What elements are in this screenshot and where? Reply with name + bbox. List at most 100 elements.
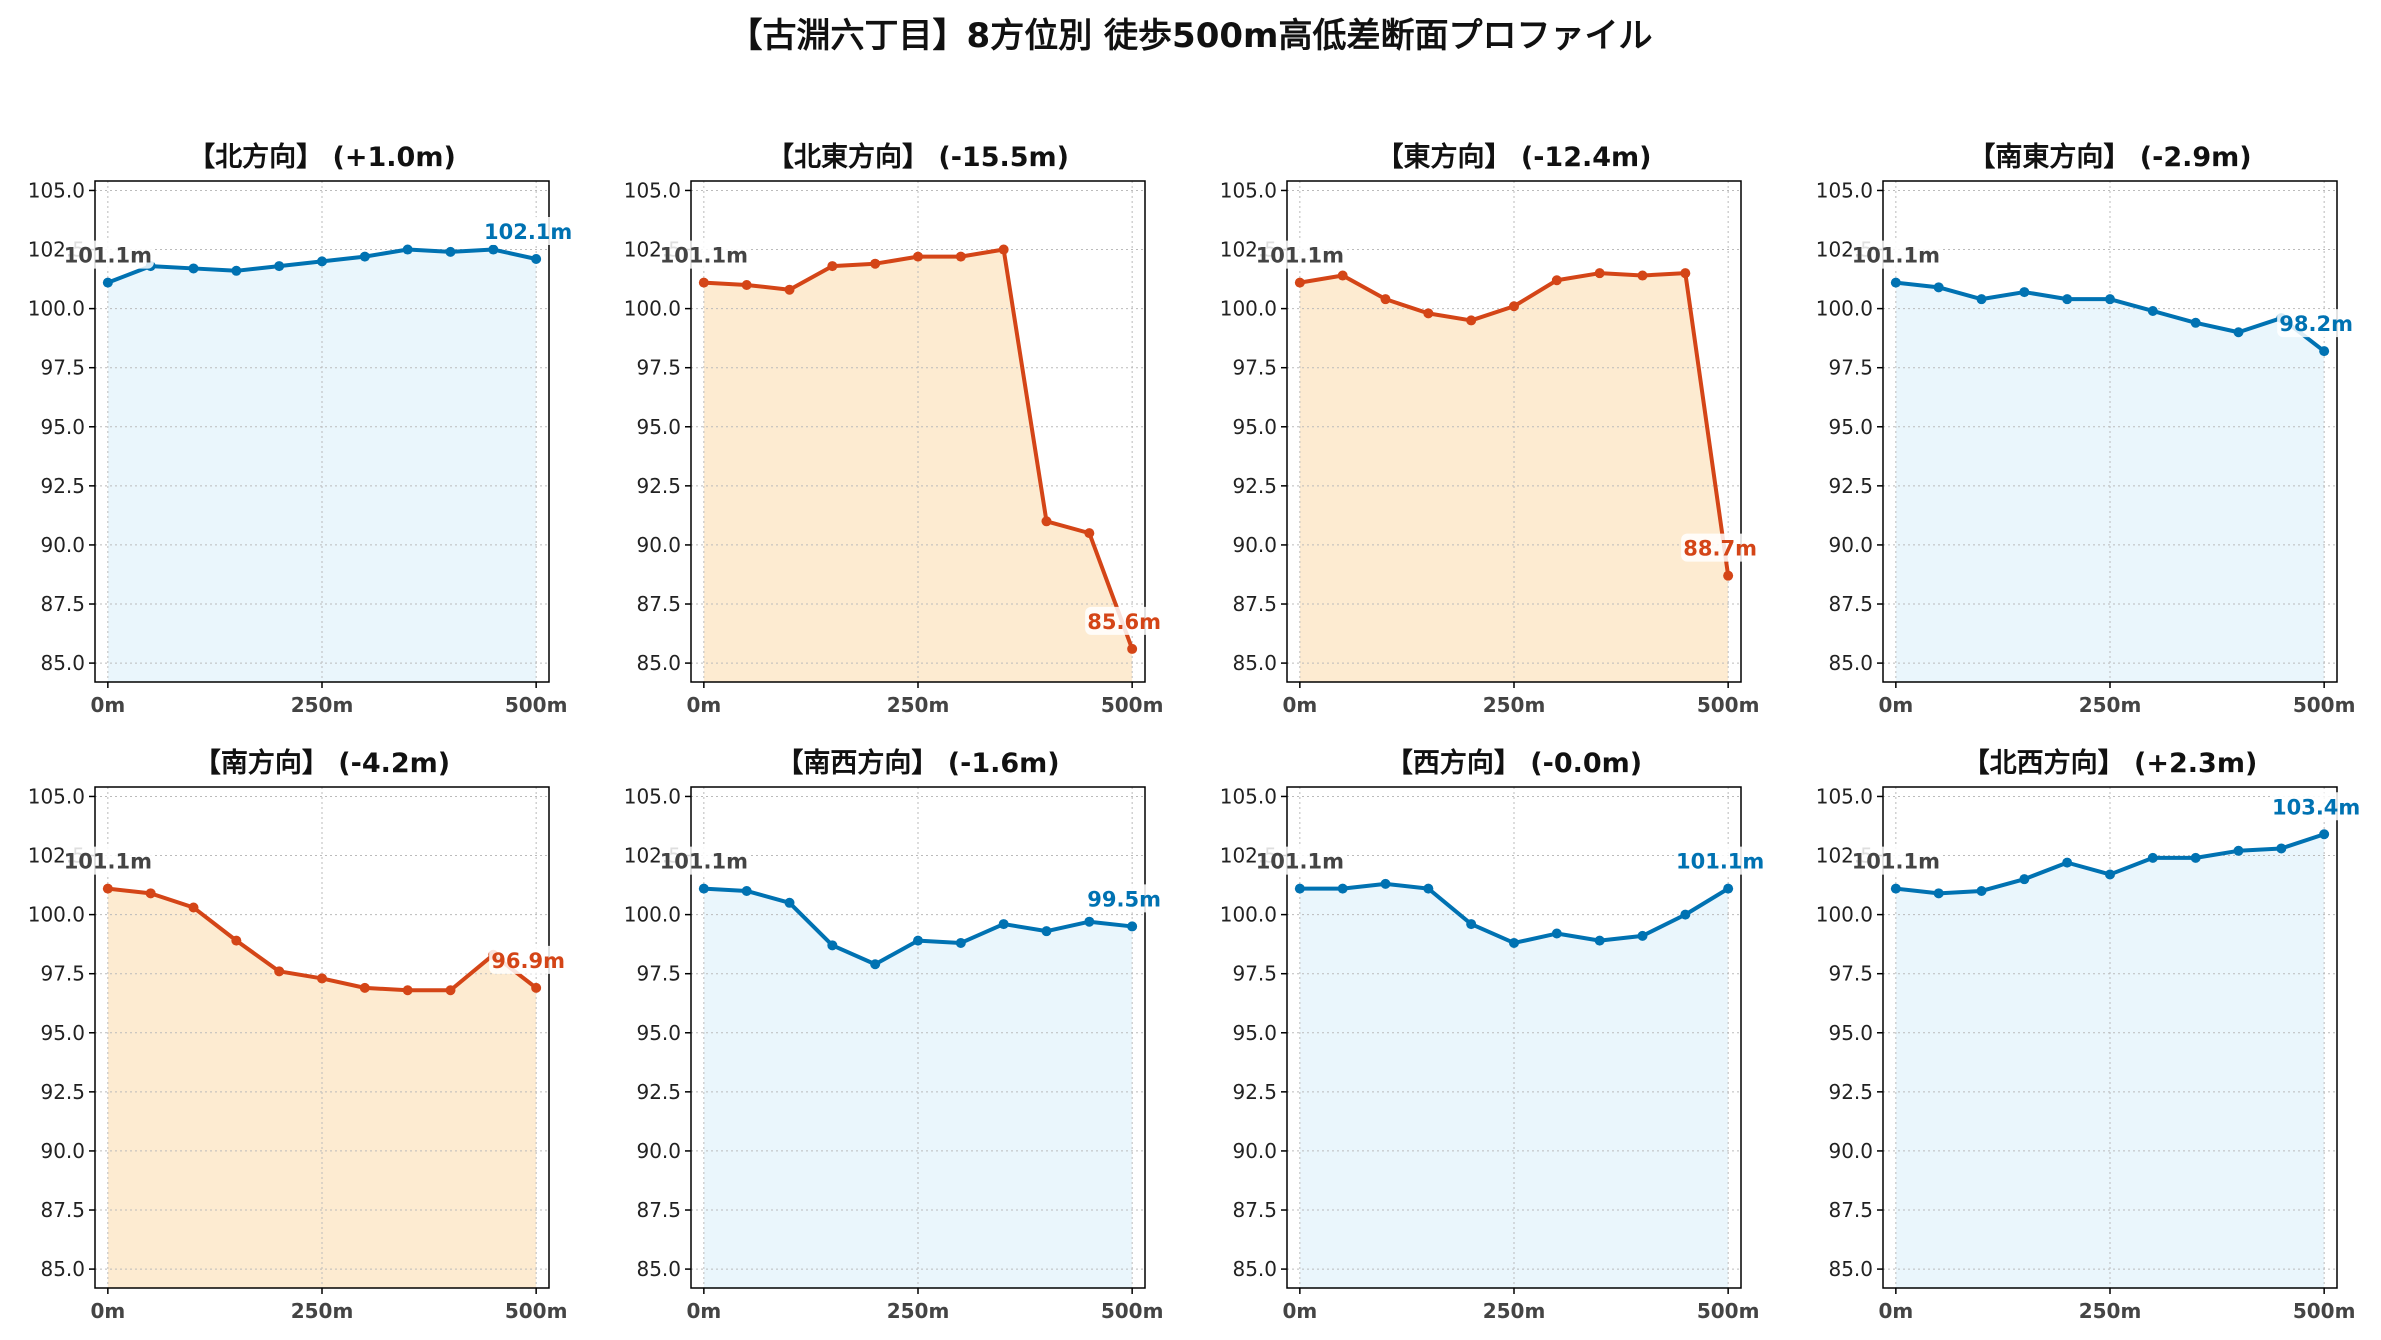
- end-label: 98.2m: [2279, 312, 2353, 336]
- y-tick-label: 87.5: [1232, 592, 1277, 616]
- y-tick-label: 92.5: [40, 474, 85, 498]
- data-point: [274, 261, 285, 272]
- x-tick-label: 250m: [291, 1299, 354, 1323]
- end-label: 88.7m: [1683, 537, 1757, 561]
- data-point: [2147, 305, 2158, 316]
- data-point: [231, 265, 242, 276]
- data-point: [1466, 315, 1477, 326]
- x-tick-label: 250m: [887, 1299, 950, 1323]
- data-point: [870, 959, 881, 970]
- data-point: [698, 883, 709, 894]
- y-tick-label: 87.5: [40, 592, 85, 616]
- x-tick-label: 250m: [291, 693, 354, 717]
- data-point: [1294, 277, 1305, 288]
- start-label-box: [1851, 240, 1942, 269]
- data-point: [1637, 270, 1648, 281]
- data-point: [1084, 916, 1095, 927]
- data-point: [1890, 883, 1901, 894]
- data-point: [913, 935, 923, 946]
- x-tick-label: 0m: [90, 693, 125, 717]
- subplot-title: 【北東方向】 (-15.5m): [767, 141, 1069, 173]
- y-tick-label: 105.0: [1220, 178, 1277, 202]
- data-point: [231, 935, 242, 946]
- data-point: [741, 279, 752, 290]
- y-tick-label: 90.0: [1232, 1139, 1277, 1163]
- x-tick-label: 250m: [2079, 1299, 2142, 1323]
- x-tick-label: 0m: [1878, 693, 1913, 717]
- subplot-title: 【北西方向】 (+2.3m): [1963, 747, 2258, 779]
- start-label: 101.1m: [1852, 244, 1940, 268]
- y-tick-label: 105.0: [1220, 784, 1277, 808]
- y-tick-label: 87.5: [1232, 1198, 1277, 1222]
- data-point: [317, 256, 327, 267]
- x-tick-label: 500m: [2293, 693, 2356, 717]
- start-label-box: [1255, 240, 1346, 269]
- data-point: [1466, 919, 1477, 930]
- data-point: [2190, 852, 2201, 863]
- start-label-box: [63, 846, 154, 875]
- data-point: [1509, 937, 1519, 948]
- subplot-7: 85.087.590.092.595.097.5100.0102.5105.00…: [1220, 747, 1766, 1323]
- data-point: [1423, 308, 1434, 319]
- data-point: [827, 940, 838, 951]
- data-point: [1637, 930, 1648, 941]
- subplot-title: 【南方向】 (-4.2m): [194, 747, 450, 779]
- data-point: [1380, 294, 1391, 305]
- data-point: [445, 246, 456, 257]
- data-point: [870, 258, 881, 269]
- subplot-title: 【北方向】 (+1.0m): [188, 141, 456, 173]
- x-tick-label: 0m: [686, 1299, 721, 1323]
- y-tick-label: 97.5: [1232, 962, 1277, 986]
- area-fill: [703, 249, 1133, 682]
- end-label: 103.4m: [2272, 795, 2360, 819]
- y-tick-label: 87.5: [1828, 592, 1873, 616]
- data-point: [2233, 845, 2244, 856]
- y-tick-label: 90.0: [1232, 533, 1277, 557]
- y-tick-label: 90.0: [1828, 533, 1873, 557]
- y-tick-label: 100.0: [1220, 297, 1277, 321]
- end-label-box: [1085, 884, 1164, 913]
- data-point: [2319, 829, 2330, 840]
- subplot-title: 【東方向】 (-12.4m): [1376, 141, 1651, 173]
- y-tick-label: 95.0: [636, 1021, 681, 1045]
- y-tick-label: 90.0: [40, 1139, 85, 1163]
- data-point: [1933, 282, 1944, 293]
- subplot-4: 85.087.590.092.595.097.5100.0102.5105.00…: [1816, 141, 2356, 717]
- y-tick-label: 85.0: [636, 1257, 681, 1281]
- data-point: [445, 985, 456, 996]
- data-point: [698, 277, 709, 288]
- data-point: [145, 888, 156, 899]
- data-point: [998, 244, 1009, 255]
- y-tick-label: 95.0: [1232, 415, 1277, 439]
- x-tick-label: 500m: [505, 1299, 568, 1323]
- y-tick-label: 85.0: [1828, 651, 1873, 675]
- y-tick-label: 95.0: [40, 415, 85, 439]
- y-tick-label: 97.5: [40, 356, 85, 380]
- subplot-6: 85.087.590.092.595.097.5100.0102.5105.00…: [624, 747, 1164, 1323]
- x-tick-label: 0m: [1878, 1299, 1913, 1323]
- x-tick-label: 500m: [2293, 1299, 2356, 1323]
- start-label: 101.1m: [1256, 244, 1344, 268]
- x-tick-label: 500m: [1697, 693, 1760, 717]
- data-point: [2062, 857, 2073, 868]
- data-point: [2062, 294, 2073, 305]
- start-label: 101.1m: [660, 244, 748, 268]
- y-tick-label: 95.0: [1232, 1021, 1277, 1045]
- data-point: [2105, 869, 2115, 880]
- y-tick-label: 92.5: [1232, 474, 1277, 498]
- page-title: 【古淵六丁目】8方位別 徒歩500m高低差断面プロファイル: [728, 16, 1653, 56]
- y-tick-label: 97.5: [636, 356, 681, 380]
- y-tick-label: 97.5: [1232, 356, 1277, 380]
- y-tick-label: 100.0: [624, 903, 681, 927]
- data-point: [784, 897, 795, 908]
- y-tick-label: 95.0: [40, 1021, 85, 1045]
- y-tick-label: 92.5: [40, 1080, 85, 1104]
- end-label: 102.1m: [484, 220, 572, 244]
- y-tick-label: 85.0: [636, 651, 681, 675]
- x-tick-label: 500m: [1101, 1299, 1164, 1323]
- y-tick-label: 92.5: [1828, 474, 1873, 498]
- end-label: 99.5m: [1087, 887, 1161, 911]
- y-tick-label: 87.5: [636, 1198, 681, 1222]
- area-fill: [1895, 834, 2325, 1288]
